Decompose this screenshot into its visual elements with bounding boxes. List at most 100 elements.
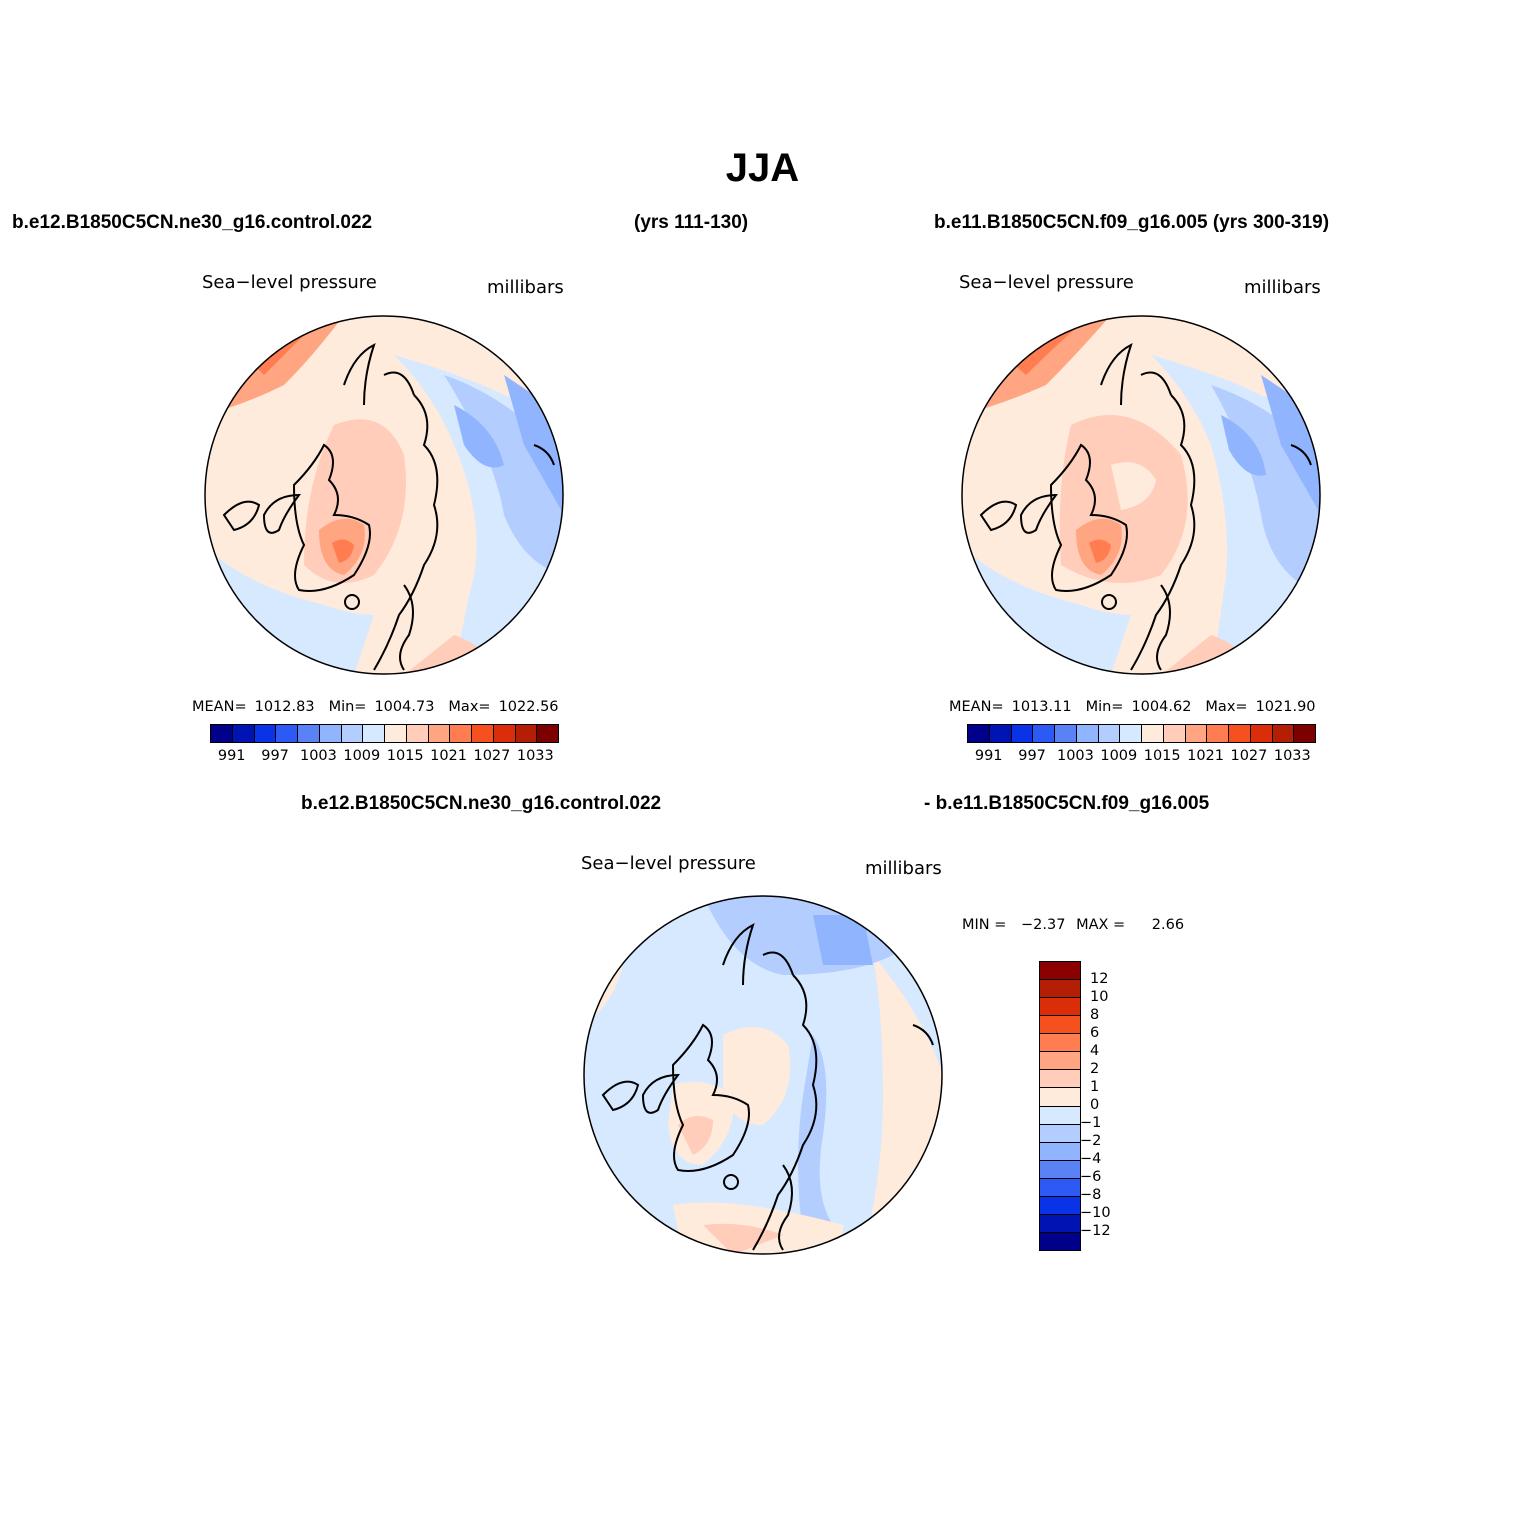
colorbar-swatch — [1142, 725, 1164, 742]
colorbar-label: 1003 — [299, 748, 337, 764]
colorbar-swatch — [319, 725, 342, 742]
colorbar-swatch — [1076, 725, 1099, 742]
colorbar-label: −2 — [1080, 1133, 1102, 1149]
panel3-case-label-right: - b.e11.B1850C5CN.f09_g16.005 — [924, 793, 1210, 814]
colorbar-swatch — [1185, 725, 1208, 742]
colorbar-label: 1 — [1090, 1079, 1100, 1095]
colorbar-label: 997 — [261, 748, 289, 764]
colorbar-swatch — [1040, 1142, 1080, 1161]
colorbar-label: −6 — [1080, 1169, 1102, 1185]
colorbar-swatch — [1040, 1070, 1080, 1089]
colorbar-swatch — [232, 725, 255, 742]
colorbar-swatch — [1207, 725, 1229, 742]
colorbar-label: 1009 — [1100, 748, 1138, 764]
colorbar-swatch — [1040, 1034, 1080, 1053]
min-label: MIN = — [962, 917, 1007, 933]
colorbar-swatch — [406, 725, 429, 742]
colorbar-label: 1021 — [430, 748, 468, 764]
mean-label: MEAN= — [192, 699, 247, 715]
panel1-variable-label: Sea−level pressure — [202, 272, 377, 293]
colorbar-swatch — [1040, 1124, 1080, 1143]
max-value: 1021.90 — [1255, 699, 1316, 715]
colorbar-label: 1027 — [473, 748, 511, 764]
colorbar-swatch — [1055, 725, 1077, 742]
colorbar-swatch — [1040, 1214, 1080, 1233]
mean-value: 1012.83 — [254, 699, 315, 715]
colorbar-label: −4 — [1080, 1151, 1102, 1167]
colorbar-swatch — [1033, 725, 1055, 742]
panel1-case-label: b.e12.B1850C5CN.ne30_g16.control.022 — [12, 212, 373, 233]
colorbar-swatch — [1294, 725, 1315, 742]
colorbar-swatch — [428, 725, 451, 742]
colorbar-label: 1027 — [1230, 748, 1268, 764]
min-value: 1004.73 — [374, 699, 435, 715]
panel3-colorbar — [1039, 961, 1081, 1251]
colorbar-label: 12 — [1090, 971, 1109, 987]
panel2-polar-map — [961, 315, 1321, 675]
colorbar-label: 1021 — [1187, 748, 1225, 764]
colorbar-swatch — [968, 725, 990, 742]
panel1-colorbar — [210, 724, 559, 743]
min-value: −2.37 — [1021, 917, 1066, 933]
panel3-units-label: millibars — [865, 858, 942, 879]
colorbar-label: 4 — [1090, 1043, 1100, 1059]
colorbar-swatch — [1250, 725, 1273, 742]
colorbar-swatch — [254, 725, 277, 742]
mean-label: MEAN= — [949, 699, 1004, 715]
colorbar-swatch — [1120, 725, 1142, 742]
colorbar-swatch — [1040, 1160, 1080, 1179]
panel2-variable-label: Sea−level pressure — [959, 272, 1134, 293]
max-label: MAX = — [1076, 917, 1126, 933]
colorbar-swatch — [472, 725, 494, 742]
panel3-minmax: MIN = −2.37 MAX = 2.66 — [962, 917, 1184, 933]
colorbar-swatch — [1229, 725, 1251, 742]
colorbar-label: 1015 — [1143, 748, 1181, 764]
colorbar-label: −1 — [1080, 1115, 1102, 1131]
colorbar-swatch — [1040, 1232, 1080, 1250]
max-label: Max= — [448, 699, 491, 715]
colorbar-swatch — [1040, 1178, 1080, 1197]
panel2-colorbar — [967, 724, 1316, 743]
colorbar-swatch — [1040, 1196, 1080, 1215]
panel3-variable-label: Sea−level pressure — [581, 853, 756, 874]
colorbar-label: 1033 — [1273, 748, 1311, 764]
colorbar-swatch — [363, 725, 385, 742]
panel1-years-label: (yrs 111-130) — [634, 212, 749, 233]
panel1-stats: MEAN= 1012.83 Min= 1004.73 Max= 1022.56 — [192, 699, 573, 715]
colorbar-swatch — [211, 725, 233, 742]
colorbar-swatch — [989, 725, 1012, 742]
colorbar-label: 8 — [1090, 1007, 1100, 1023]
colorbar-label: 6 — [1090, 1025, 1100, 1041]
colorbar-label: 991 — [217, 748, 246, 764]
max-label: Max= — [1205, 699, 1248, 715]
panel3-difference-map — [583, 895, 943, 1255]
min-value: 1004.62 — [1131, 699, 1192, 715]
colorbar-swatch — [385, 725, 407, 742]
panel1-colorbar-labels: 991 997 1003 1009 1015 1021 1027 1033 — [210, 748, 557, 768]
panel2-colorbar-labels: 991 997 1003 1009 1015 1021 1027 1033 — [967, 748, 1314, 768]
panel1-units-label: millibars — [487, 277, 564, 298]
colorbar-swatch — [1040, 998, 1080, 1017]
panel2-case-label: b.e11.B1850C5CN.f09_g16.005 (yrs 300-319… — [934, 212, 1330, 233]
mean-value: 1013.11 — [1011, 699, 1072, 715]
colorbar-swatch — [450, 725, 472, 742]
colorbar-label: 997 — [1018, 748, 1046, 764]
colorbar-label: 0 — [1090, 1097, 1100, 1113]
panel1-polar-map — [204, 315, 564, 675]
panel2-units-label: millibars — [1244, 277, 1321, 298]
colorbar-swatch — [276, 725, 298, 742]
panel3-case-label-left: b.e12.B1850C5CN.ne30_g16.control.022 — [301, 793, 662, 814]
colorbar-label: 10 — [1090, 989, 1109, 1005]
colorbar-swatch — [1272, 725, 1295, 742]
panel2-stats: MEAN= 1013.11 Min= 1004.62 Max= 1021.90 — [949, 699, 1330, 715]
figure-title: JJA — [725, 146, 800, 190]
colorbar-swatch — [1163, 725, 1186, 742]
colorbar-swatch — [1040, 1052, 1080, 1071]
panel3-colorbar-labels: 12 10 8 6 4 2 1 0 −1 −2 −4 −6 −8 −10 −12 — [1080, 961, 1146, 1249]
colorbar-swatch — [1011, 725, 1034, 742]
colorbar-swatch — [515, 725, 538, 742]
colorbar-label: 1003 — [1056, 748, 1094, 764]
colorbar-label: 991 — [974, 748, 1003, 764]
max-value: 1022.56 — [498, 699, 559, 715]
colorbar-label: 1009 — [343, 748, 381, 764]
